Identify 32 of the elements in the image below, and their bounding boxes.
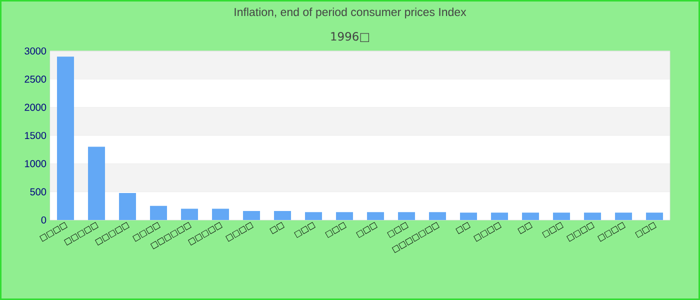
x-tick-label: □□ bbox=[518, 222, 532, 234]
y-tick-label: 3000 bbox=[24, 47, 46, 55]
bar bbox=[522, 212, 540, 220]
bar bbox=[491, 212, 508, 220]
bar bbox=[553, 212, 570, 220]
bar bbox=[429, 212, 446, 220]
y-tick-label: 1000 bbox=[25, 160, 46, 168]
bar bbox=[88, 146, 106, 220]
bar bbox=[212, 208, 230, 220]
bar bbox=[57, 56, 74, 220]
bar bbox=[119, 192, 136, 220]
y-tick-label: 500 bbox=[30, 188, 46, 196]
x-tick-label: □□ bbox=[270, 222, 284, 234]
x-tick-label: □□ bbox=[456, 222, 470, 234]
bar bbox=[243, 210, 260, 220]
bar bbox=[398, 212, 416, 220]
bar bbox=[367, 212, 384, 220]
y-tick-label: 2500 bbox=[24, 76, 46, 83]
bar bbox=[150, 206, 168, 220]
bar bbox=[460, 212, 478, 220]
y-tick-label: 1500 bbox=[25, 132, 46, 140]
bar bbox=[181, 208, 198, 220]
bar bbox=[336, 212, 354, 220]
bar bbox=[305, 212, 322, 220]
bar bbox=[646, 212, 664, 220]
bar bbox=[274, 210, 292, 220]
bar bbox=[584, 212, 602, 220]
chart-subtitle: 1996□ bbox=[331, 32, 370, 42]
bar bbox=[615, 212, 632, 220]
y-tick-label: 0 bbox=[41, 216, 46, 224]
chart-title: Inflation, end of period consumer prices Index bbox=[234, 8, 466, 18]
y-tick-label: 2000 bbox=[24, 104, 46, 111]
